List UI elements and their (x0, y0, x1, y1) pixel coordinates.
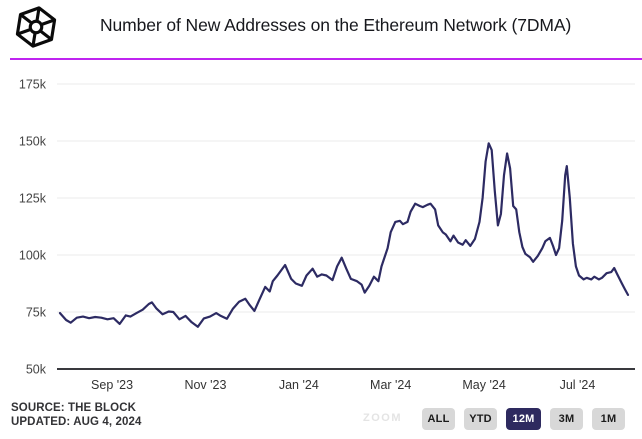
chart-title: Number of New Addresses on the Ethereum … (100, 15, 572, 35)
x-tick-label: Jul '24 (560, 378, 596, 392)
y-axis-labels: 50k 75k 100k 125k 150k 175k (19, 78, 47, 377)
zoom-watermark-label: ZOOM (363, 412, 402, 424)
x-tick-label: Sep '23 (91, 378, 133, 392)
range-button-1m[interactable]: 1M (592, 408, 625, 430)
range-selector: ALL YTD 12M 3M 1M (422, 408, 625, 430)
x-tick-label: May '24 (462, 378, 505, 392)
y-tick-label: 75k (26, 306, 47, 320)
y-tick-label: 50k (26, 363, 47, 377)
y-tick-label: 100k (19, 249, 47, 263)
range-button-12m[interactable]: 12M (506, 408, 541, 430)
y-tick-label: 150k (19, 135, 47, 149)
range-button-ytd[interactable]: YTD (464, 408, 497, 430)
source-line: SOURCE: THE BLOCK (11, 402, 137, 414)
y-tick-label: 175k (19, 78, 47, 92)
gridlines (57, 83, 635, 370)
x-tick-label: Mar '24 (370, 378, 411, 392)
x-tick-label: Jan '24 (279, 378, 319, 392)
x-axis-labels: Sep '23 Nov '23 Jan '24 Mar '24 May '24 Jul '… (91, 378, 595, 392)
series-line (58, 142, 630, 328)
updated-line: UPDATED: AUG 4, 2024 (11, 416, 142, 428)
x-tick-label: Nov '23 (184, 378, 226, 392)
header-divider (10, 58, 642, 61)
the-block-logo-icon (15, 6, 57, 48)
range-button-3m[interactable]: 3M (550, 408, 583, 430)
source-attribution: SOURCE: THE BLOCK UPDATED: AUG 4, 2024 (11, 401, 141, 429)
y-tick-label: 125k (19, 192, 47, 206)
range-button-all[interactable]: ALL (422, 408, 455, 430)
